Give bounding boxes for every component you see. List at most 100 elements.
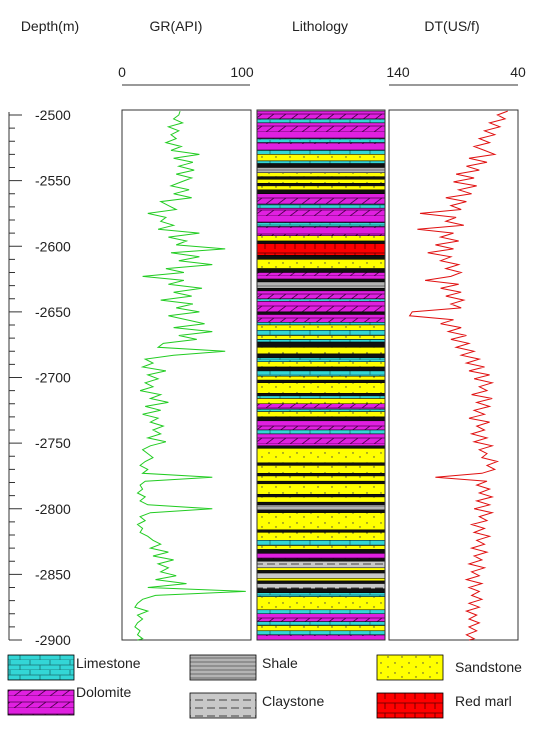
lith-layer-coal — [256, 494, 386, 498]
lith-layer-dolomite — [256, 403, 386, 410]
dt-curve — [408, 110, 508, 641]
lith-layer-sandstone — [256, 361, 386, 368]
lith-layer-limestone — [256, 118, 386, 124]
lith-layer-limestone — [256, 540, 386, 546]
lith-layer-limestone — [256, 395, 386, 399]
lith-layer-limestone — [256, 621, 386, 626]
lith-layer-shale — [256, 167, 386, 173]
lith-layer-sandstone — [256, 448, 386, 464]
lith-layer-coal — [256, 255, 386, 260]
lith-layer-coal — [256, 366, 386, 372]
lith-layer-coal — [256, 529, 386, 533]
lith-layer-coal — [256, 278, 386, 282]
lith-layer-limestone — [256, 150, 386, 155]
lith-layer-coal — [256, 341, 386, 348]
lith-layer-coal — [256, 480, 386, 485]
lith-layer-limestone — [256, 609, 386, 614]
legend-label-sandstone: Sandstone — [455, 659, 522, 675]
gr-curve — [134, 110, 246, 641]
legend-swatch-sandstone — [376, 654, 444, 681]
lith-layer-coal — [256, 176, 386, 180]
lith-layer-limestone — [256, 370, 386, 377]
depth-tick-label: -2900 — [35, 632, 71, 648]
lith-layer-limestone — [256, 357, 386, 362]
lith-layer-limestone — [256, 160, 386, 164]
depth-tick-label: -2500 — [35, 107, 71, 123]
lith-layer-shale — [256, 504, 386, 511]
lith-layer-sandstone — [256, 398, 386, 404]
lith-layer-coal — [256, 353, 386, 359]
lithology-header: Lithology — [292, 18, 348, 34]
lith-layer-sandstone — [256, 185, 386, 191]
lith-layer-sandstone — [256, 347, 386, 355]
lith-layer-limestone — [256, 322, 386, 326]
lith-layer-sandstone — [256, 625, 386, 632]
dt-scale-left: 140 — [386, 64, 410, 80]
lith-layer-dolomite — [256, 290, 386, 299]
lith-layer-limestone — [256, 408, 386, 412]
lith-layer-limestone — [256, 222, 386, 227]
lith-layer-sandstone — [256, 259, 386, 269]
lith-layer-dolomite — [256, 420, 386, 431]
lith-layer-sandstone — [256, 596, 386, 611]
dt-scale-right: 40 — [510, 64, 526, 80]
lith-layer-dolomite — [256, 142, 386, 151]
gr-track-frame — [121, 109, 252, 641]
lith-layer-limestone — [256, 630, 386, 635]
lith-layer-claystone — [256, 561, 386, 569]
legend-label-shale: Shale — [262, 655, 298, 671]
lith-layer-coal — [256, 183, 386, 187]
lith-layer-sandstone — [256, 475, 386, 482]
lith-layer-sandstone — [256, 382, 386, 394]
depth-tick-label: -2550 — [35, 173, 71, 189]
depth-tick-label: -2650 — [35, 304, 71, 320]
legend-swatch-claystone — [189, 692, 257, 719]
lith-layer-coal — [256, 473, 386, 477]
lith-layer-coal — [256, 588, 386, 593]
lithology-legend: Limestone Shale Sandstone Dolomite Claystone… — [7, 654, 522, 719]
lith-layer-limestone — [256, 330, 386, 336]
lith-layer-sandstone — [256, 375, 386, 381]
lith-layer-coal — [256, 311, 386, 315]
lith-layer-sandstone — [256, 483, 386, 495]
legend-label-dolomite: Dolomite — [76, 684, 131, 700]
depth-tick-label: -2700 — [35, 370, 71, 386]
depth-tick-label: -2750 — [35, 435, 71, 451]
lith-layer-dolomite — [256, 433, 386, 446]
lith-layer-dolomite — [256, 226, 386, 236]
lith-layer-dolomite — [256, 634, 386, 641]
lith-layer-sandstone — [256, 496, 386, 503]
lith-layer-coal — [256, 462, 386, 466]
lith-layer-limestone — [256, 429, 386, 435]
gr-header: GR(API) — [150, 18, 203, 34]
lith-layer-sandstone — [256, 235, 386, 242]
legend-label-claystone: Claystone — [262, 693, 324, 709]
lith-layer-shale — [256, 281, 386, 289]
lith-layer-limestone — [256, 298, 386, 302]
lith-layer-coal — [256, 570, 386, 574]
lith-layer-limestone — [256, 339, 386, 343]
lith-layer-coal — [256, 379, 386, 383]
lith-layer-coal — [256, 189, 386, 194]
lith-layer-coal — [256, 445, 386, 449]
legend-swatch-limestone — [7, 654, 75, 681]
lith-layer-coal — [256, 240, 386, 244]
lith-layer-sandstone — [256, 578, 386, 582]
lith-layer-coal — [256, 163, 386, 168]
lith-layer-sandstone — [256, 545, 386, 550]
dt-header: DT(US/f) — [424, 18, 479, 34]
lith-layer-coal — [256, 416, 386, 422]
lithology-track-frame — [256, 109, 386, 641]
dt-curve-group — [408, 110, 508, 641]
depth-tick-label: -2850 — [35, 566, 71, 582]
gr-scale-max: 100 — [230, 64, 254, 80]
lith-layer-dolomite — [256, 272, 386, 280]
legend-label-limestone: Limestone — [76, 655, 141, 671]
lith-layer-sandstone — [256, 567, 386, 571]
lith-layer-dolomite — [256, 207, 386, 223]
lith-layer-sandstone — [256, 465, 386, 474]
lith-layer-dolomite — [256, 314, 386, 323]
lith-layer-coal — [256, 288, 386, 292]
lith-layer-dolomite — [256, 122, 386, 139]
